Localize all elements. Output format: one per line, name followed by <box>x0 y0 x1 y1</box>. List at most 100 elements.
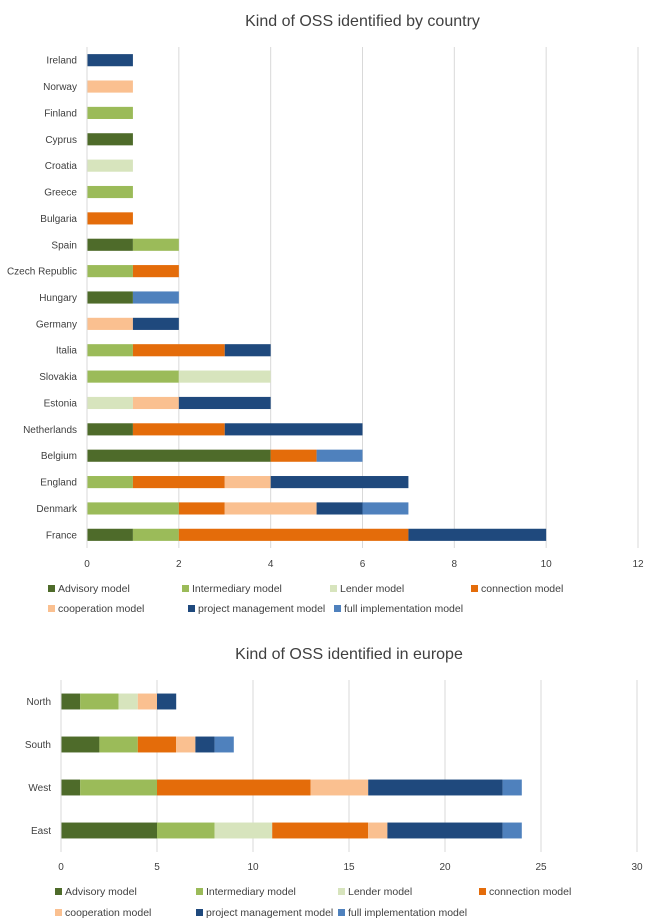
legend-label-advisory-model: Advisory model <box>58 583 130 595</box>
x-tick-label: 5 <box>154 862 160 873</box>
category-label-slovakia: Slovakia <box>39 372 77 383</box>
bar-segment-czech-republic-connection-model <box>132 265 179 278</box>
bar-segment-france-advisory-model <box>87 528 133 541</box>
bar-segment-norway-cooperation-model <box>87 80 133 93</box>
bar-segment-hungary-advisory-model <box>87 291 133 304</box>
bar-segment-italia-project-management-model <box>224 344 271 357</box>
legend-label-full-implementation-model: full implementation model <box>348 907 467 919</box>
legend-swatch-advisory-model <box>55 888 62 895</box>
category-label-netherlands: Netherlands <box>23 425 77 436</box>
bar-segment-west-connection-model <box>157 779 311 796</box>
legend-label-connection-model: connection model <box>489 886 571 898</box>
bar-segment-denmark-project-management-model <box>316 502 363 515</box>
bar-segment-croatia-lender-model <box>87 159 133 172</box>
x-tick-label: 8 <box>452 559 458 570</box>
x-tick-label: 2 <box>176 559 182 570</box>
chart-country: Kind of OSS identified by country 0 2 4 6 8 10… <box>7 13 644 615</box>
bar-segment-north-lender-model <box>118 693 138 710</box>
x-tick-label: 25 <box>535 862 547 873</box>
category-label-east: East <box>31 826 51 837</box>
chart-europe: Kind of OSS identified in europe 0 5 10 15 20… <box>25 646 643 919</box>
category-label-estonia: Estonia <box>44 398 78 409</box>
legend-swatch-lender-model <box>330 585 337 592</box>
bar-segment-czech-republic-intermediary-model <box>87 265 133 278</box>
bar-segment-east-project-management-model <box>387 822 503 839</box>
category-label-france: France <box>46 530 78 541</box>
bar-segment-west-advisory-model <box>61 779 81 796</box>
chart-title: Kind of OSS identified by country <box>245 13 480 30</box>
legend-label-full-implementation-model: full implementation model <box>344 603 463 615</box>
bar-segment-netherlands-project-management-model <box>224 423 363 436</box>
legend-swatch-cooperation-model <box>55 909 62 916</box>
bar-segment-west-intermediary-model <box>80 779 157 796</box>
bar-segment-denmark-intermediary-model <box>87 502 179 515</box>
bar-segment-italia-intermediary-model <box>87 344 133 357</box>
legend-label-cooperation-model: cooperation model <box>58 603 144 615</box>
category-label-bulgaria: Bulgaria <box>40 214 77 225</box>
bar-segment-england-connection-model <box>132 476 225 489</box>
bar-segment-north-project-management-model <box>157 693 177 710</box>
category-label-west: West <box>28 783 51 794</box>
bar-segment-south-advisory-model <box>61 736 100 753</box>
category-label-denmark: Denmark <box>36 504 78 515</box>
category-label-italia: Italia <box>56 346 78 357</box>
legend-swatch-connection-model <box>471 585 478 592</box>
chart-title: Kind of OSS identified in europe <box>235 646 463 663</box>
bar-segment-bulgaria-connection-model <box>87 212 133 225</box>
category-label-spain: Spain <box>51 240 77 251</box>
category-label-ireland: Ireland <box>46 56 77 67</box>
x-tick-label: 0 <box>84 559 90 570</box>
bar-segment-north-advisory-model <box>61 693 81 710</box>
x-tick-label: 10 <box>247 862 259 873</box>
bar-segment-estonia-lender-model <box>87 396 133 410</box>
bar-segment-denmark-connection-model <box>178 502 225 515</box>
category-label-belgium: Belgium <box>41 451 77 462</box>
category-label-north: North <box>27 697 51 708</box>
legend-label-advisory-model: Advisory model <box>65 886 137 898</box>
bar-segment-east-advisory-model <box>61 822 157 839</box>
bar-segment-north-intermediary-model <box>80 693 119 710</box>
legend-label-cooperation-model: cooperation model <box>65 907 151 919</box>
bar-segment-north-cooperation-model <box>137 693 157 710</box>
chart-europe-container: Kind of OSS identified in europe 0 5 10 15 20… <box>0 630 660 919</box>
category-label-finland: Finland <box>44 108 77 119</box>
legend-swatch-project-management-model <box>196 909 203 916</box>
x-tick-label: 15 <box>343 862 355 873</box>
bar-segment-germany-project-management-model <box>132 317 179 330</box>
x-tick-label: 4 <box>268 559 274 570</box>
legend-label-connection-model: connection model <box>481 583 563 595</box>
bar-segment-denmark-cooperation-model <box>224 502 317 515</box>
bar-segment-netherlands-connection-model <box>132 423 225 436</box>
bar-segment-spain-advisory-model <box>87 238 133 251</box>
bar-segment-west-project-management-model <box>368 779 503 796</box>
category-label-cyprus: Cyprus <box>45 135 77 146</box>
category-label-england: England <box>40 478 77 489</box>
legend-label-project-management-model: project management model <box>198 603 325 615</box>
bar-segment-south-intermediary-model <box>99 736 138 753</box>
x-tick-label: 30 <box>631 862 643 873</box>
legend-swatch-project-management-model <box>188 605 195 612</box>
x-tick-label: 10 <box>541 559 553 570</box>
bar-segment-belgium-full-implementation-model <box>316 449 363 462</box>
bar-segment-south-cooperation-model <box>176 736 196 753</box>
legend-swatch-connection-model <box>479 888 486 895</box>
legend-swatch-intermediary-model <box>182 585 189 592</box>
bar-segment-hungary-full-implementation-model <box>132 291 179 304</box>
bar-segment-south-connection-model <box>137 736 177 753</box>
bar-segment-ireland-project-management-model <box>87 54 133 67</box>
bar-segment-denmark-full-implementation-model <box>362 502 409 515</box>
legend-swatch-intermediary-model <box>196 888 203 895</box>
bar-segment-netherlands-advisory-model <box>87 423 133 436</box>
legend-label-lender-model: Lender model <box>340 583 404 595</box>
category-label-czech-republic: Czech Republic <box>7 267 77 278</box>
bar-segment-east-intermediary-model <box>157 822 215 839</box>
bar-segment-greece-intermediary-model <box>87 185 133 199</box>
bar-segment-east-lender-model <box>214 822 273 839</box>
x-tick-label: 6 <box>360 559 366 570</box>
bar-segment-france-intermediary-model <box>132 528 179 541</box>
bar-segment-east-full-implementation-model <box>502 822 522 839</box>
legend-label-intermediary-model: Intermediary model <box>206 886 296 898</box>
category-label-norway: Norway <box>43 82 77 93</box>
bar-segment-italia-connection-model <box>132 344 225 357</box>
bar-segment-france-project-management-model <box>408 528 547 541</box>
